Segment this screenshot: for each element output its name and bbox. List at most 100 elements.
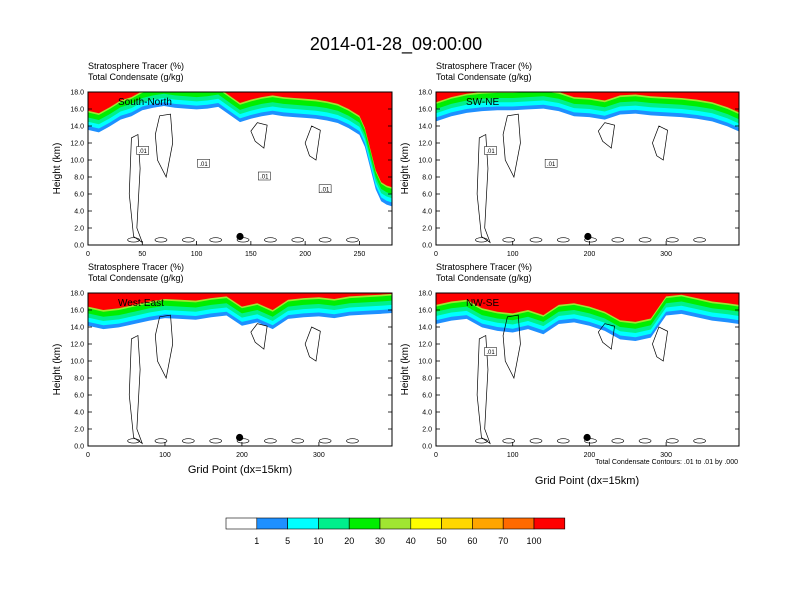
contour-label-box — [197, 159, 210, 168]
condensate-contour-1 — [476, 334, 491, 445]
y-tick-label: 12.0 — [418, 342, 432, 349]
colorbar-swatch — [256, 517, 288, 530]
low-contour — [475, 237, 488, 243]
contour-label: .01 — [486, 350, 495, 356]
low-contour — [318, 438, 332, 444]
x-tick-label: 200 — [584, 452, 596, 459]
panel-label-tracer: Stratosphere Tracer (%) — [88, 61, 184, 71]
y-tick-label: 0.0 — [74, 243, 84, 250]
y-tick-label: 14.0 — [70, 124, 84, 131]
x-tick-label: 200 — [236, 452, 248, 459]
panel-label-tracer: Stratosphere Tracer (%) — [88, 262, 184, 272]
low-contour — [502, 438, 516, 444]
x-tick-label: 0 — [434, 251, 438, 258]
plot-frame — [87, 292, 393, 447]
y-tick-label: 16.0 — [70, 308, 84, 315]
colorbar-swatch — [533, 517, 566, 530]
plot-frame — [435, 91, 740, 246]
y-axis-label: Height (km) — [52, 143, 63, 195]
panel-1: .01 .01 .01 .01 South-North 0.0 2.0 4.0 6.0 8.0 10… — [52, 61, 393, 258]
low-contour — [693, 237, 706, 243]
y-tick-label: 12.0 — [70, 141, 84, 148]
y-tick-label: 4.0 — [422, 410, 432, 417]
location-marker — [583, 433, 591, 442]
x-tick-label: 300 — [313, 452, 325, 459]
low-contour — [693, 438, 706, 444]
x-tick-label: 100 — [191, 251, 203, 258]
x-tick-label: 250 — [354, 251, 366, 258]
low-contour — [127, 438, 140, 444]
section-label: SW-NE — [466, 97, 499, 108]
low-contour — [556, 237, 570, 243]
y-tick-label: 16.0 — [418, 308, 432, 315]
low-contour — [264, 237, 277, 243]
low-contour — [611, 438, 625, 444]
x-tick-label: 0 — [434, 452, 438, 459]
condensate-contour-4 — [652, 326, 668, 362]
panel-label-condensate: Total Condensate (g/kg) — [88, 273, 184, 283]
condensate-contour-3 — [250, 122, 268, 149]
tracer-band-top — [88, 293, 392, 310]
condensate-contour-1 — [476, 133, 491, 244]
x-tick-label: 100 — [507, 452, 519, 459]
low-contour — [264, 438, 277, 444]
y-tick-label: 6.0 — [74, 393, 84, 400]
y-tick-label: 18.0 — [418, 90, 432, 97]
x-tick-label: 0 — [86, 251, 90, 258]
tracer-band-8 — [88, 288, 392, 291]
low-contour — [291, 438, 305, 444]
colorbar-label: 10 — [313, 536, 323, 546]
low-contour — [318, 237, 332, 243]
colorbar: 1 5 10 20 30 40 50 60 70 100 — [225, 517, 566, 546]
y-tick-label: 0.0 — [422, 444, 432, 451]
y-tick-label: 0.0 — [422, 243, 432, 250]
low-contour — [638, 438, 652, 444]
colorbar-label: 40 — [406, 536, 416, 546]
colorbar-swatch — [379, 517, 412, 530]
low-contour — [209, 237, 222, 243]
y-tick-label: 10.0 — [418, 359, 432, 366]
low-contour — [529, 438, 543, 444]
colorbar-swatch — [410, 517, 442, 530]
contour-label-box — [484, 347, 497, 356]
y-tick-label: 2.0 — [74, 427, 84, 434]
low-contour — [529, 237, 543, 243]
y-axis-label: Height (km) — [400, 344, 411, 396]
colorbar-swatch — [348, 517, 381, 530]
condensate-contour-1 — [128, 133, 144, 244]
section-label: West-East — [118, 298, 164, 309]
y-tick-label: 6.0 — [74, 192, 84, 199]
y-tick-label: 2.0 — [74, 226, 84, 233]
y-tick-label: 4.0 — [74, 410, 84, 417]
colorbar-label: 20 — [344, 536, 354, 546]
colorbar-swatch — [225, 517, 258, 530]
colorbar-label: 60 — [467, 536, 477, 546]
colorbar-swatch — [287, 517, 319, 530]
low-contour — [209, 438, 222, 444]
x-axis-label-right: Grid Point (dx=15km) — [535, 475, 639, 487]
y-axis-label: Height (km) — [400, 143, 411, 195]
condensate-contour-3 — [597, 323, 615, 350]
y-tick-label: 4.0 — [422, 209, 432, 216]
low-contour — [182, 237, 195, 243]
low-contour — [666, 237, 679, 243]
low-contour — [154, 438, 168, 444]
low-contour — [182, 438, 195, 444]
colorbar-label: 100 — [526, 536, 541, 546]
low-contour — [154, 237, 168, 243]
panel-4: .01 NW-SE 0.0 2.0 4.0 6.0 8.0 10.0 12.0 14.0 16.0 1… — [400, 262, 740, 459]
panel-label-condensate: Total Condensate (g/kg) — [436, 273, 532, 283]
colorbar-label: 1 — [254, 536, 259, 546]
y-tick-label: 2.0 — [422, 427, 432, 434]
low-contour — [638, 237, 652, 243]
tracer-band-top — [88, 92, 392, 188]
low-contour — [475, 438, 488, 444]
y-tick-label: 12.0 — [418, 141, 432, 148]
x-tick-label: 100 — [159, 452, 171, 459]
contour-note: Total Condensate Contours: .01 to .01 by… — [595, 459, 738, 466]
colorbar-swatch — [441, 517, 473, 530]
panel-label-tracer: Stratosphere Tracer (%) — [436, 262, 532, 272]
colorbar-label: 50 — [437, 536, 447, 546]
contour-label-box — [136, 146, 149, 155]
